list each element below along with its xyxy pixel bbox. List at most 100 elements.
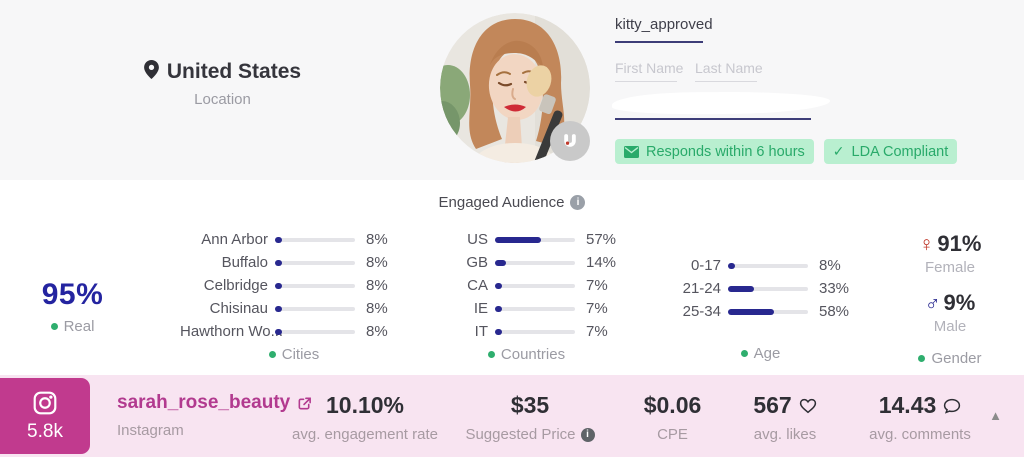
bar-fill <box>495 328 502 335</box>
info-icon[interactable]: i <box>570 195 586 210</box>
bar-row-ann-arbor: Ann Arbor 8% <box>180 228 408 251</box>
heart-icon <box>799 398 816 413</box>
metric-avg-comments: 14.43 avg. comments <box>845 392 995 443</box>
bar-row-ca: CA 7% <box>425 274 628 297</box>
bar-row-buffalo: Buffalo 8% <box>180 251 408 274</box>
avatar <box>440 13 590 163</box>
male-icon: ♂ <box>924 292 941 315</box>
location-value: United States <box>166 60 302 83</box>
external-link-icon[interactable] <box>297 396 312 411</box>
legend-dot <box>918 355 926 362</box>
likes-value: 567 <box>753 392 792 418</box>
male-stat: ♂ 9% <box>890 291 1010 316</box>
profile-handle-link[interactable]: sarah_rose_beauty <box>117 392 291 413</box>
bar-value: 57% <box>586 231 617 248</box>
bar-fill <box>495 259 507 266</box>
bar-label: IE <box>473 300 488 317</box>
followers-count: 5.8k <box>27 420 63 442</box>
real-followers-block: 95% Real <box>15 278 130 335</box>
bar-track <box>275 236 355 243</box>
bar-value: 33% <box>819 280 850 297</box>
metric-suggested-price: $35 Suggested Price i <box>455 392 605 443</box>
username-underline <box>615 41 703 43</box>
username-field[interactable]: kitty_approved <box>615 16 713 33</box>
bar-label: 25-34 <box>682 303 721 320</box>
bar-track <box>495 305 575 312</box>
platform-stats-bar: 5.8k sarah_rose_beauty Instagram 10.10% … <box>0 375 1024 457</box>
legend-dot <box>268 351 276 358</box>
bar-label: 0-17 <box>690 257 721 274</box>
bar-value: 8% <box>366 231 388 248</box>
section-title: Engaged Audience i <box>0 194 1024 212</box>
age-chart-label: Age <box>660 345 861 362</box>
countries-chart: US 57% GB 14% CA 7% IE 7% IT 7% Countries <box>425 228 628 363</box>
bar-label: 21-24 <box>682 280 721 297</box>
bar-row-chisinau: Chisinau 8% <box>180 297 408 320</box>
bar-track <box>495 282 575 289</box>
cities-bars: Ann Arbor 8% Buffalo 8% Celbridge 8% Chisinau 8… <box>180 228 408 343</box>
bar-fill <box>728 262 735 269</box>
info-icon[interactable]: i <box>580 427 595 442</box>
platform-label: Instagram <box>117 422 184 439</box>
age-bars: 0-17 8% 21-24 33% 25-34 58% <box>660 254 861 323</box>
location-label: Location <box>194 91 251 108</box>
first-name-field[interactable]: First Name <box>615 60 684 82</box>
cpe-value: $0.06 <box>643 392 702 418</box>
bar-row-us: US 57% <box>425 228 628 251</box>
bar-track <box>275 259 355 266</box>
bar-value: 7% <box>586 277 608 294</box>
bar-value: 8% <box>366 254 388 271</box>
first-name-placeholder: First Name <box>615 60 684 76</box>
bar-fill <box>728 285 755 292</box>
check-icon: ✓ <box>832 143 845 159</box>
bar-track <box>728 285 808 292</box>
bar-fill <box>495 236 541 243</box>
last-name-field[interactable]: Last Name <box>695 60 763 82</box>
female-label: Female <box>924 259 976 276</box>
redaction-scribble <box>611 90 831 116</box>
bar-fill <box>275 328 282 335</box>
location-pin-icon <box>144 60 159 84</box>
responds-badge: Responds within 6 hours <box>615 139 814 164</box>
age-chart: 0-17 8% 21-24 33% 25-34 58% Age <box>660 254 861 362</box>
last-name-placeholder: Last Name <box>695 60 763 76</box>
engagement-label: avg. engagement rate <box>292 426 438 443</box>
instagram-network-tab[interactable]: 5.8k <box>0 378 90 454</box>
location-block: United States Location <box>95 60 350 108</box>
bar-fill <box>275 305 282 312</box>
bar-label: Hawthorn Wo... <box>180 323 284 340</box>
bar-row-celbridge: Celbridge 8% <box>180 274 408 297</box>
gender-chart: ♀ 91% Female ♂ 9% Male Gender <box>890 232 1010 367</box>
bar-value: 8% <box>819 257 841 274</box>
bar-row-it: IT 7% <box>425 320 628 343</box>
email-field-redacted[interactable] <box>611 90 831 120</box>
male-label: Male <box>933 318 967 335</box>
cities-chart: Ann Arbor 8% Buffalo 8% Celbridge 8% Chisinau 8… <box>180 228 408 363</box>
metric-cpe: $0.06 CPE <box>600 392 745 443</box>
bar-value: 8% <box>366 300 388 317</box>
female-icon: ♀ <box>918 233 935 256</box>
male-value: 9% <box>943 290 976 315</box>
bar-row-0-17: 0-17 8% <box>660 254 861 277</box>
bar-fill <box>275 236 282 243</box>
bar-label: GB <box>466 254 488 271</box>
collapse-chevron-icon[interactable]: ▲ <box>989 408 1002 423</box>
countries-chart-label: Countries <box>425 346 628 363</box>
envelope-icon <box>624 145 639 158</box>
price-label: Suggested Price <box>465 426 576 443</box>
bar-fill <box>728 308 775 315</box>
legend-dot <box>50 323 58 330</box>
female-stat: ♀ 91% <box>890 232 1010 257</box>
bar-row-gb: GB 14% <box>425 251 628 274</box>
comments-label: avg. comments <box>869 426 971 443</box>
bar-track <box>275 305 355 312</box>
comment-icon <box>944 398 961 414</box>
bar-row-ie: IE 7% <box>425 297 628 320</box>
bar-fill <box>495 305 502 312</box>
bar-row-25-34: 25-34 58% <box>660 300 861 323</box>
engagement-value: 10.10% <box>325 392 404 418</box>
bar-fill <box>495 282 502 289</box>
engaged-audience-section: Engaged Audience i 95% Real Ann Arbor 8% B… <box>0 180 1024 375</box>
bar-label: Celbridge <box>203 277 268 294</box>
